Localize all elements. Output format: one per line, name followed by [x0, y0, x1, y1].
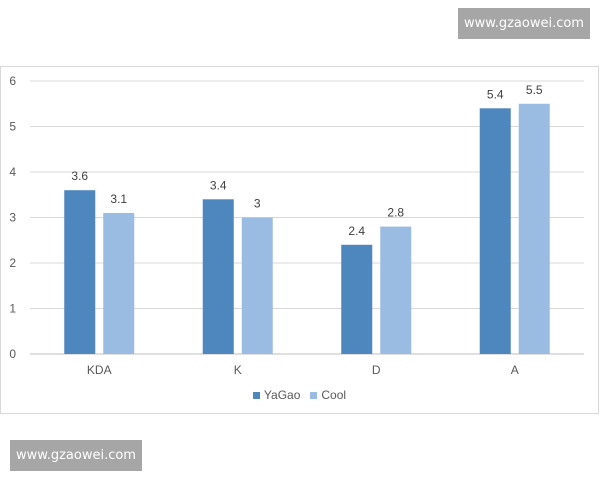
bar-cool-a	[518, 103, 550, 354]
data-label: 3.6	[71, 169, 88, 183]
y-tick-label: 0	[9, 347, 16, 361]
data-label: 5.4	[487, 87, 504, 101]
data-label: 5.5	[526, 83, 543, 97]
bar-yagao-d	[341, 244, 373, 354]
legend-item-cool: Cool	[310, 388, 346, 402]
y-tick-label: 4	[9, 165, 16, 179]
x-tick-label: D	[372, 363, 381, 377]
watermark-bottom: www.gzaowei.com	[10, 440, 142, 471]
y-tick-label: 2	[9, 256, 16, 270]
watermark-top: www.gzaowei.com	[458, 8, 590, 39]
legend-item-yagao: YaGao	[252, 388, 301, 402]
bar-cool-d	[380, 226, 412, 354]
data-label: 2.8	[387, 206, 404, 220]
x-tick-label: K	[234, 363, 242, 377]
bar-chart: 0 1 2 3 4 5 6 3.6 3.1 KDA 3.4 3 K 2.4 2.8 D 5.4 5.5 A	[9, 74, 584, 377]
bar-yagao-kda	[64, 190, 96, 354]
legend-label-yagao: YaGao	[263, 388, 301, 402]
data-label: 3.1	[110, 192, 127, 206]
x-tick-label: KDA	[87, 363, 112, 377]
y-tick-label: 5	[9, 120, 16, 134]
bar-cool-k	[241, 217, 273, 354]
legend-swatch-cool	[310, 391, 318, 399]
bar-yagao-k	[202, 199, 234, 354]
data-label: 3	[254, 197, 261, 211]
y-tick-label: 1	[9, 302, 16, 316]
bar-cool-kda	[103, 212, 135, 354]
bar-yagao-a	[479, 108, 511, 354]
y-tick-label: 6	[9, 74, 16, 88]
y-tick-label: 3	[9, 211, 16, 225]
x-tick-label: A	[511, 363, 519, 377]
chart-legend: YaGao Cool	[0, 388, 599, 402]
legend-label-cool: Cool	[321, 388, 347, 402]
legend-swatch-yagao	[252, 391, 260, 399]
data-label: 3.4	[210, 178, 227, 192]
data-label: 2.4	[348, 224, 365, 238]
